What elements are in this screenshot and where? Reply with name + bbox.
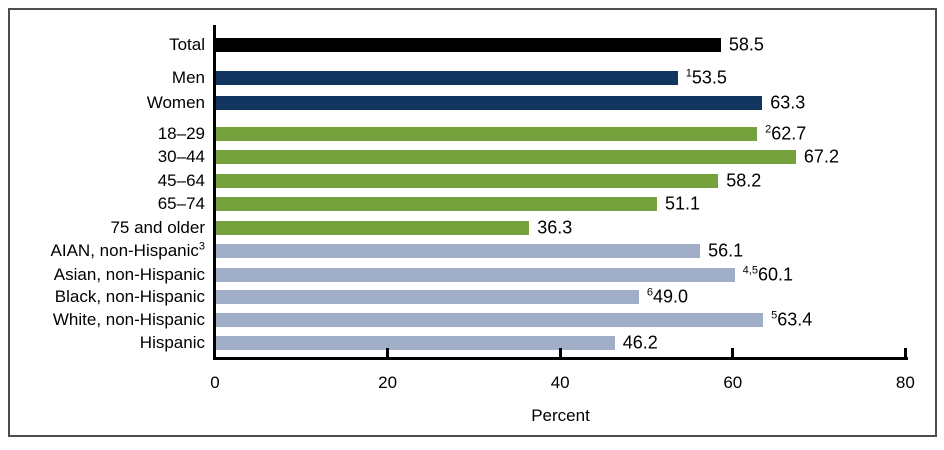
bar-row: White, non-Hispanic 563.4 <box>10 310 935 330</box>
bar <box>216 244 701 258</box>
bar-category-label: Asian, non-Hispanic <box>53 265 205 284</box>
x-axis-tick-mark <box>903 348 907 357</box>
x-axis-tick-mark <box>731 348 735 357</box>
bar <box>216 127 758 141</box>
bar-value-label: 56.1 <box>708 240 744 261</box>
bar-category-label: 45–64 <box>157 171 205 190</box>
bar-category-label: White, non-Hispanic <box>52 310 205 329</box>
bar <box>216 197 657 211</box>
footnote-superscript: 5 <box>771 309 778 322</box>
bar-row: Men 153.5 <box>10 68 935 88</box>
bar-value-label: 51.1 <box>664 193 701 214</box>
bar-value-label: 63.3 <box>770 92 806 113</box>
bar-category-label: AIAN, non-Hispanic3 <box>50 240 205 260</box>
bar-value-label: 262.7 <box>765 123 807 144</box>
bar-row: 45–64 58.2 <box>10 171 935 191</box>
bar <box>216 38 721 52</box>
bar <box>216 268 735 282</box>
x-axis-title: Percent <box>531 406 590 425</box>
x-axis-tick-label: 40 <box>550 373 570 392</box>
bar-value-label: 58.5 <box>728 34 764 55</box>
bar <box>216 221 530 235</box>
bar-value-label: 46.2 <box>622 332 658 353</box>
bar <box>216 71 678 85</box>
bar <box>216 290 639 304</box>
bar-value-label: 67.2 <box>803 146 839 167</box>
bar-category-label: 18–29 <box>157 124 205 143</box>
bar-value-label: 36.3 <box>537 217 573 238</box>
footnote-superscript: 6 <box>646 286 653 299</box>
y-axis-line <box>213 25 216 360</box>
x-axis-tick-label: 0 <box>210 373 220 392</box>
x-axis-tick-mark <box>558 348 562 357</box>
bar-value-label: 153.5 <box>685 67 727 88</box>
bar <box>216 336 615 350</box>
bar-row: 75 and older 36.3 <box>10 218 935 238</box>
bar-row: 30–44 67.2 <box>10 147 935 167</box>
bar-value-label: 58.2 <box>726 170 762 191</box>
bar-category-label: 30–44 <box>157 147 205 166</box>
bar-value-label: 649.0 <box>646 286 689 307</box>
bar-category-label: Men <box>171 68 205 87</box>
x-axis-line <box>213 357 908 360</box>
bar-category-label: Total <box>169 35 205 54</box>
x-axis-tick-label: 80 <box>895 373 915 392</box>
bar-value-label: 4,560.1 <box>742 264 793 285</box>
bar-row: 65–74 51.1 <box>10 194 935 214</box>
figure-frame: Total 58.5 Men 153.5 Women 63.3 18–29 262.7 30–4… <box>8 8 937 437</box>
x-axis-tick-mark <box>386 348 390 357</box>
footnote-superscript: 3 <box>198 240 205 253</box>
bar-category-label: Hispanic <box>139 333 205 352</box>
bar <box>216 313 764 327</box>
bar-row: 18–29 262.7 <box>10 124 935 144</box>
bar-row: Total 58.5 <box>10 35 935 55</box>
x-axis-tick-label: 60 <box>723 373 743 392</box>
bar-row: Asian, non-Hispanic 4,560.1 <box>10 265 935 285</box>
bar-row: AIAN, non-Hispanic3 56.1 <box>10 240 935 261</box>
bar-row: Black, non-Hispanic 649.0 <box>10 287 935 307</box>
footnote-superscript: 1 <box>685 67 692 80</box>
bar-category-label: Black, non-Hispanic <box>54 287 205 306</box>
x-axis-tick-label: 20 <box>378 373 398 392</box>
bar-row: Hispanic 46.2 <box>10 333 935 353</box>
footnote-superscript: 2 <box>765 123 772 136</box>
bar-row: Women 63.3 <box>10 93 935 113</box>
footnote-superscript: 4,5 <box>742 264 758 277</box>
bar-value-label: 563.4 <box>771 309 813 330</box>
bar <box>216 96 763 110</box>
bar-category-label: Women <box>146 93 205 112</box>
bar-category-label: 75 and older <box>110 218 205 237</box>
bar <box>216 174 719 188</box>
bar-chart: Total 58.5 Men 153.5 Women 63.3 18–29 262.7 30–4… <box>10 10 935 435</box>
bar-category-label: 65–74 <box>157 194 205 213</box>
bar <box>216 150 796 164</box>
